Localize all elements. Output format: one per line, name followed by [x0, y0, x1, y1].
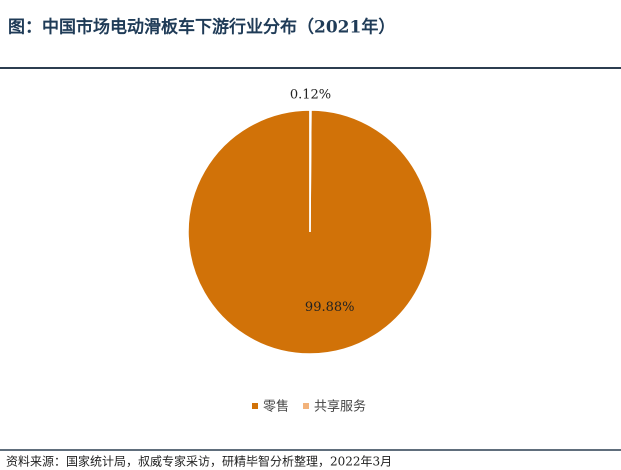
pie-slice: [309, 109, 312, 233]
legend-label: 零售: [263, 399, 289, 415]
data-label: 99.88%: [305, 300, 355, 315]
source-note: 资料来源：国家统计局，叔威专家采访，研精毕智分析整理，2022年3月: [6, 454, 392, 469]
legend-label: 共享服务: [314, 399, 366, 415]
legend-swatch: [252, 403, 258, 409]
page-title: 图：中国市场电动滑板车下游行业分布（2021年）: [8, 17, 395, 38]
legend-swatch: [303, 403, 310, 409]
data-label: 0.12%: [290, 88, 331, 103]
